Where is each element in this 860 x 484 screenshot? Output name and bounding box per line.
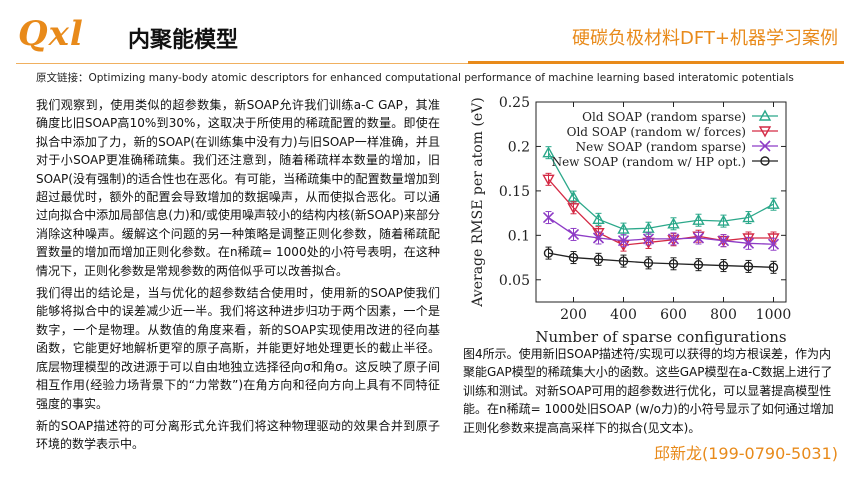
series-line-2 <box>548 178 774 246</box>
x-tick-label: 1000 <box>756 307 792 323</box>
data-point <box>642 233 655 245</box>
header-accent-bar <box>468 61 844 64</box>
rmse-chart: 200 400 600 800 1000 0.05 0.1 0.15 0.2 0.25 Number… <box>470 95 792 346</box>
x-tick-label: 800 <box>710 307 737 323</box>
data-point <box>567 203 580 215</box>
legend-marker <box>758 126 772 138</box>
data-point <box>617 222 630 234</box>
data-point <box>767 238 780 250</box>
data-point <box>742 237 755 249</box>
header-divider <box>16 63 844 64</box>
data-point <box>667 233 680 245</box>
x-tick-label: 400 <box>610 307 637 323</box>
y-axis-label: Average RMSE per atom (eV) <box>470 97 486 307</box>
data-point <box>567 190 580 202</box>
data-point <box>742 233 755 245</box>
legend-marker <box>758 109 772 121</box>
data-point <box>543 248 554 258</box>
data-point <box>667 217 680 229</box>
x-axis-label: Number of sparse configurations <box>535 328 786 346</box>
data-point <box>617 235 630 247</box>
data-point <box>692 232 705 244</box>
y-tick-label: 0.2 <box>508 139 530 155</box>
y-tick-label: 0.15 <box>499 184 530 200</box>
legend-marker <box>760 156 770 166</box>
data-point <box>542 211 555 224</box>
data-point <box>642 221 655 233</box>
paragraph-3: 新的SOAP描述符的可分离形式允许我们将这种物理驱动的效果合并到原子环境的数学表… <box>36 418 440 452</box>
data-point <box>542 146 555 158</box>
page-title: 内聚能模型 <box>128 28 239 53</box>
series-line-4 <box>548 252 774 268</box>
legend-label: New SOAP (random sparse) <box>576 140 746 154</box>
brand-logo: Qxl <box>18 14 84 54</box>
data-point <box>768 262 779 273</box>
plot-frame <box>535 101 787 303</box>
data-point <box>592 232 605 244</box>
data-point <box>717 214 730 226</box>
series-line-3 <box>548 217 774 245</box>
legend-label: New SOAP (random w/ HP opt.) <box>552 155 746 169</box>
paragraph-2: 我们得出的结论是，当与优化的超参数结合使用时，使用新的SOAP使我们能够将拟合中… <box>36 286 440 411</box>
x-tick-label: 600 <box>660 307 687 323</box>
paragraph-1: 我们观察到，使用类似的超参数集，新SOAP允许我们训练a-C GAP，其准确度比… <box>36 98 440 278</box>
data-point <box>542 174 555 186</box>
data-point <box>593 254 604 265</box>
data-point <box>592 227 605 240</box>
data-point <box>668 259 679 269</box>
data-point <box>643 258 654 268</box>
data-point <box>592 212 605 225</box>
data-point <box>743 261 754 272</box>
y-tick-label: 0.05 <box>499 273 530 289</box>
body-text: 我们观察到，使用类似的超参数集，新SOAP允许我们训练a-C GAP，其准确度比… <box>36 96 440 458</box>
data-point <box>568 252 579 263</box>
data-point <box>742 211 755 223</box>
series-line-1 <box>547 152 774 230</box>
data-point <box>618 256 629 266</box>
contact-info: 邱新龙(199-0790-5031) <box>653 444 838 463</box>
legend-marker <box>759 140 771 152</box>
x-tick-label: 200 <box>560 307 587 323</box>
figure-caption: 图4所示。使用新旧SOAP描述符/实现可以获得的均方根误差，作为内聚能GAP模型… <box>463 347 834 435</box>
brand-title: 硬碳负极材料DFT+机器学习案例 <box>572 28 838 49</box>
legend-label: Old SOAP (random sparse) <box>582 110 746 124</box>
y-tick-label: 0.25 <box>499 95 530 111</box>
data-point <box>692 213 705 225</box>
data-point <box>767 197 780 209</box>
data-point <box>567 228 580 241</box>
legend-label: Old SOAP (random w/ forces) <box>567 125 746 139</box>
data-point <box>718 260 729 271</box>
y-tick-label: 0.1 <box>508 228 530 244</box>
data-point <box>693 259 704 270</box>
data-point <box>717 235 730 247</box>
source-link[interactable]: 原文链接：Optimizing many-body atomic descrip… <box>36 72 794 84</box>
